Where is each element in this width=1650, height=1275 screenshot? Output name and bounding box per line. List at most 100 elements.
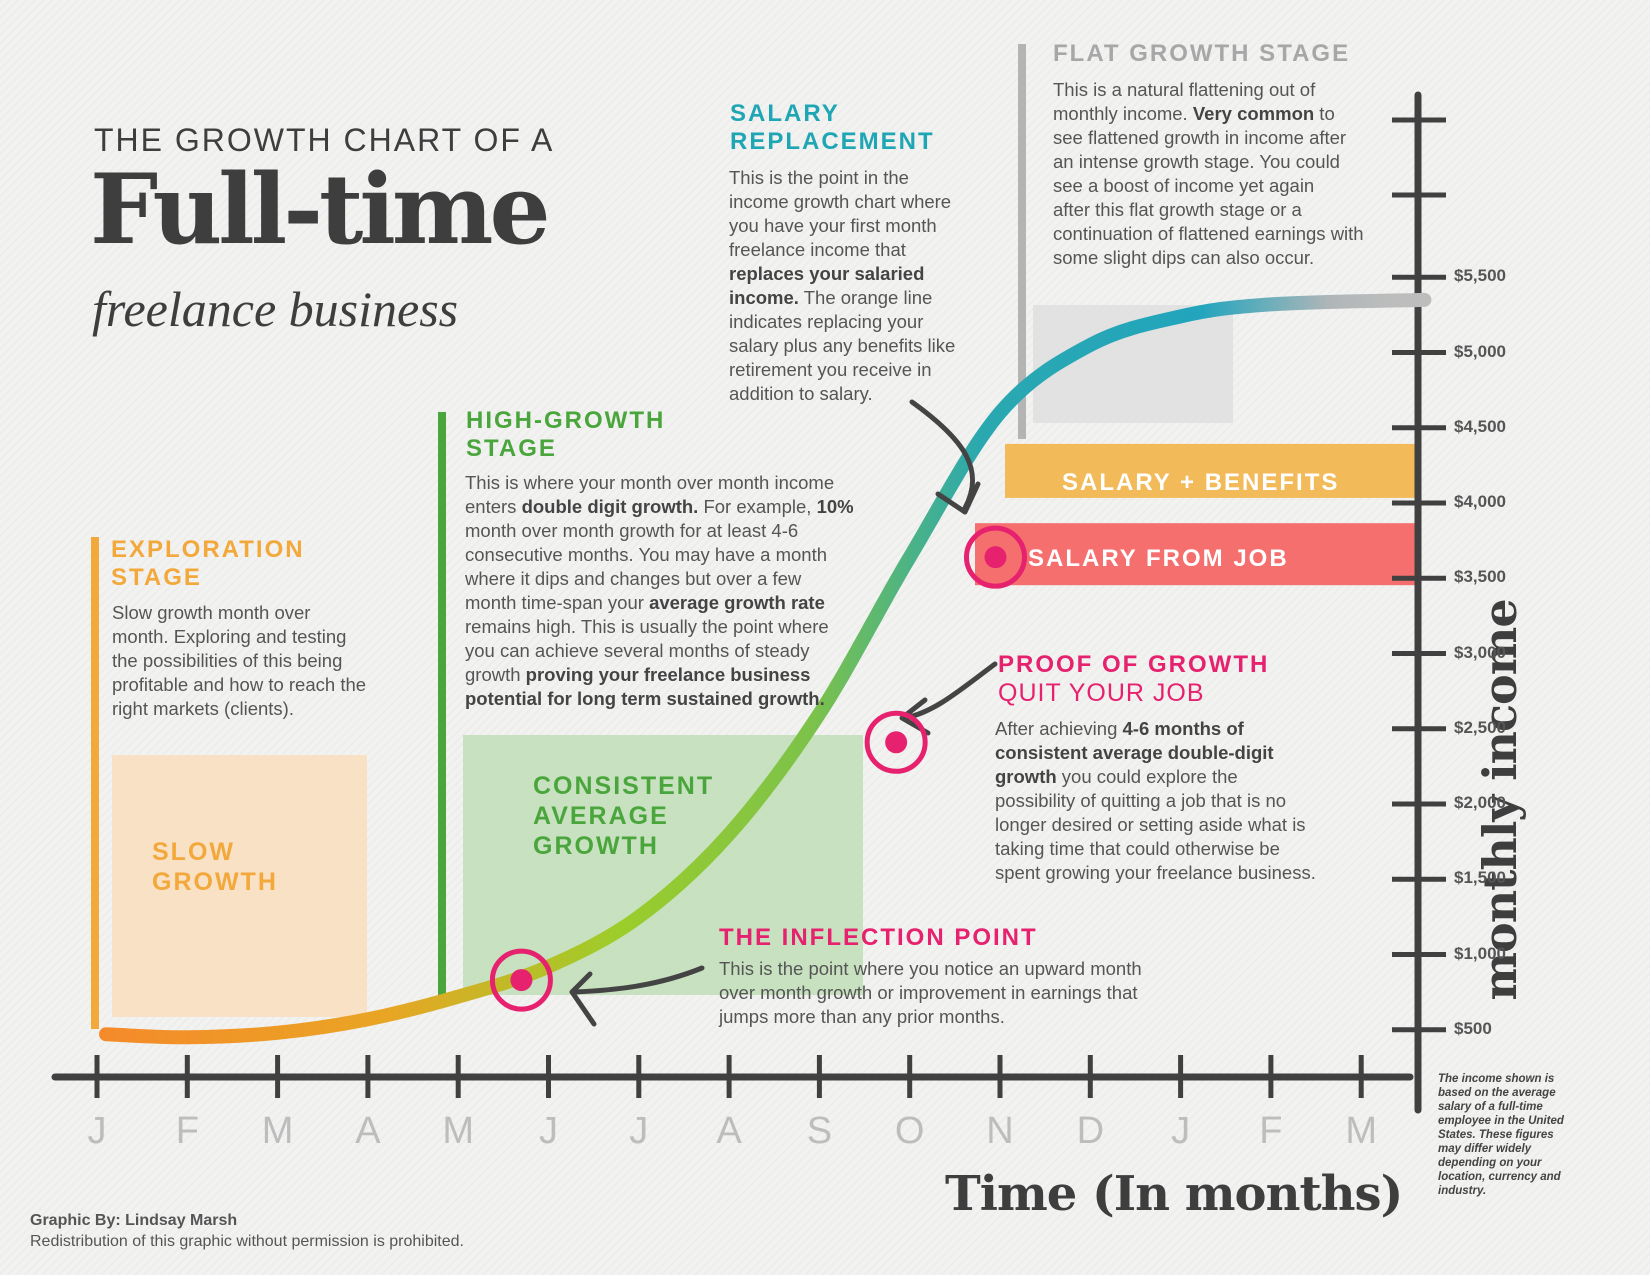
salary-benefits-band-label: SALARY + BENEFITS xyxy=(1062,469,1340,496)
x-tick-label: M xyxy=(1345,1110,1378,1152)
salary-from-job-band xyxy=(975,523,1415,586)
inflection-point-heading: THE INFLECTION POINT xyxy=(719,924,1038,951)
text-line: jumps more than any prior months. xyxy=(719,1006,1005,1027)
proof-of-growth-heading: PROOF OF GROWTH xyxy=(998,651,1270,678)
x-tick-label: N xyxy=(986,1110,1014,1152)
x-tick-label: A xyxy=(355,1110,381,1152)
credit: Graphic By: Lindsay Marsh Redistribution… xyxy=(30,1210,464,1252)
income-curve xyxy=(99,292,1432,1045)
text-line: you have your first month xyxy=(729,215,937,236)
y-tick-label: $3,500 xyxy=(1454,567,1506,587)
text-line: an intense growth stage. You could xyxy=(1053,151,1340,172)
text-line: you can achieve several months of steady xyxy=(465,640,810,661)
text-line: consecutive months. You may have a month xyxy=(465,544,827,565)
y-tick-label: $2,000 xyxy=(1454,793,1506,812)
text-line: spent growing your freelance business. xyxy=(995,862,1316,883)
salary-replacement-heading: SALARY REPLACEMENT xyxy=(730,100,935,155)
high-growth-heading: HIGH-GROWTH STAGE xyxy=(466,407,666,462)
x-tick-label: J xyxy=(539,1110,558,1152)
high-growth-text: This is where your month over month inco… xyxy=(465,471,905,711)
slow-growth-label: SLOW GROWTH xyxy=(152,838,278,896)
text-line: addition to salary. xyxy=(729,383,873,404)
text-line: indicates replacing your xyxy=(729,311,924,332)
slow-growth-box xyxy=(112,755,367,1017)
text-line: see a boost of income yet again xyxy=(1053,175,1315,196)
income-disclaimer: The income shown is based on the average… xyxy=(1438,1073,1564,1197)
text-line: income. The orange line xyxy=(729,287,933,308)
text-line: remains high. This is usually the point … xyxy=(465,616,829,637)
text-line: freelance income that xyxy=(729,239,906,260)
text-line: After achieving 4-6 months of xyxy=(995,718,1244,739)
text-line: consistent average double-digit xyxy=(995,742,1274,763)
text-line: salary plus any benefits like xyxy=(729,335,956,356)
salary-from-job-band-label: SALARY FROM JOB xyxy=(1028,545,1289,572)
credit-rights: Redistribution of this graphic without p… xyxy=(30,1233,464,1250)
consistent-growth-label: CONSISTENT AVERAGE GROWTH xyxy=(533,772,715,860)
x-tick-label: A xyxy=(716,1110,742,1152)
salary-replacement-text: This is the point in the income growth ch… xyxy=(729,166,999,406)
text-line: This is a natural flattening out of xyxy=(1053,79,1316,100)
x-tick-label: F xyxy=(1259,1110,1283,1152)
milestone-ring xyxy=(963,525,1027,589)
exploration-text: Slow growth month over month. Exploring … xyxy=(112,602,367,719)
text-line: month over month growth for at least 4-6 xyxy=(465,520,799,541)
text-line: This is the point in the xyxy=(729,167,909,188)
x-tick-label: S xyxy=(806,1110,833,1152)
x-tick-label: D xyxy=(1076,1110,1105,1152)
y-tick-label: $4,000 xyxy=(1454,492,1506,511)
text-line: possibility of quitting a job that is no xyxy=(995,790,1287,811)
text-line: longer desired or setting aside what is xyxy=(995,814,1306,835)
x-tick-label: O xyxy=(894,1110,925,1152)
flat-growth-text: This is a natural flattening out of month… xyxy=(1053,78,1413,270)
title-main: Full-time xyxy=(90,153,551,266)
y-tick-label: $1,500 xyxy=(1454,868,1506,888)
credit-author: Graphic By: Lindsay Marsh xyxy=(30,1212,238,1229)
text-line: growth you could explore the xyxy=(995,766,1238,787)
title-subtitle: freelance business xyxy=(92,281,459,337)
proof-of-growth-text: After achieving 4-6 months of consistent … xyxy=(995,717,1375,885)
flat-growth-heading: FLAT GROWTH STAGE xyxy=(1053,40,1351,67)
flat-growth-bar xyxy=(1018,44,1026,439)
text-line: enters double digit growth. For example,… xyxy=(465,496,854,517)
exploration-heading: EXPLORATION STAGE xyxy=(111,536,305,591)
text-line: growth proving your freelance business xyxy=(465,664,811,685)
inflection-point-arrow xyxy=(569,965,705,1027)
text-line: over month growth or improvement in earn… xyxy=(719,982,1138,1003)
x-axis-title: Time (In months) xyxy=(945,1166,1403,1222)
text-line: income growth chart where xyxy=(729,191,952,212)
text-line: taking time that could otherwise be xyxy=(995,838,1280,859)
quit-your-job-subheading: QUIT YOUR JOB xyxy=(998,679,1205,707)
y-tick-label: $5,000 xyxy=(1454,341,1506,361)
text-line: continuation of flattened earnings with xyxy=(1053,223,1364,244)
milestone-dot xyxy=(510,969,533,992)
y-tick-label: $5,500 xyxy=(1454,266,1506,286)
text-line: month time-span your average growth rate xyxy=(465,592,825,613)
y-tick-label: $3,000 xyxy=(1454,642,1506,662)
x-tick-label: M xyxy=(261,1110,294,1152)
milestone-dot xyxy=(984,546,1007,569)
exploration-bar xyxy=(91,537,99,1029)
x-tick-label: J xyxy=(1171,1110,1191,1152)
salary-replacement-arrow xyxy=(909,399,981,515)
milestone-ring xyxy=(489,948,553,1012)
y-tick-label: $500 xyxy=(1454,1018,1492,1038)
x-tick-label: M xyxy=(442,1110,475,1152)
y-tick-label: $1,000 xyxy=(1454,943,1506,963)
text-line: retirement you receive in xyxy=(729,359,932,380)
text-line: some slight dips can also occur. xyxy=(1053,247,1315,268)
milestone-dot xyxy=(885,731,908,754)
milestone-ring xyxy=(864,710,928,774)
high-growth-bar xyxy=(438,412,446,997)
title-prefix: THE GROWTH CHART OF A xyxy=(94,122,555,158)
y-tick-label: $4,500 xyxy=(1454,416,1506,436)
y-tick-label: $2,500 xyxy=(1454,717,1506,737)
x-tick-label: J xyxy=(87,1110,107,1152)
salary-benefits-band xyxy=(1005,443,1415,498)
text-line: after this flat growth stage or a xyxy=(1053,199,1302,220)
text-line: replaces your salaried xyxy=(729,263,925,284)
text-line: This is the point where you notice an up… xyxy=(719,958,1142,979)
inflection-point-text: This is the point where you notice an up… xyxy=(719,957,1239,1029)
text-line: where it dips and changes but over a few xyxy=(465,568,802,589)
text-line: monthly income. Very common to xyxy=(1053,103,1335,124)
